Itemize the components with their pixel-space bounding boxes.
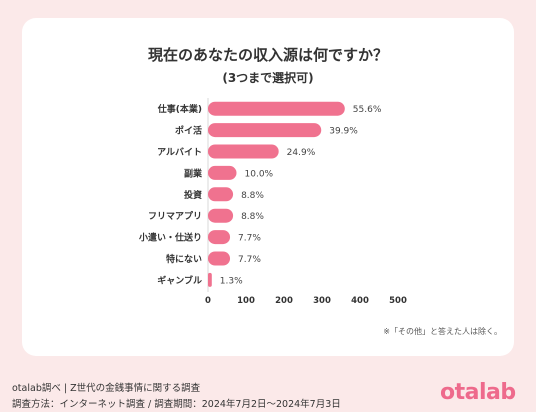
x-tick-label: 300 xyxy=(313,296,331,306)
data-label: 7.7% xyxy=(238,255,261,265)
chart-note: ※「その他」と答えた人は除く。 xyxy=(383,326,502,336)
otalab-logo: otalab xyxy=(440,380,516,405)
footer-method: 調査方法：インターネット調査 / 調査期間：2024年7月2日〜2024年7月3… xyxy=(12,399,341,410)
data-label: 10.0% xyxy=(245,169,274,179)
x-tick-label: 100 xyxy=(237,296,255,306)
chart-subtitle: (3つまで選択可) xyxy=(222,70,313,85)
category-label: 特にない xyxy=(166,253,202,265)
bar xyxy=(208,165,237,180)
data-label: 1.3% xyxy=(220,276,243,286)
bar xyxy=(208,251,231,266)
chart-card: 現在のあなたの収入源は何ですか？ (3つまで選択可) 仕事(本業) 55.6% ポイ… xyxy=(22,18,514,356)
bar xyxy=(208,101,345,116)
x-tick-label: 200 xyxy=(275,296,293,306)
bar xyxy=(208,230,231,245)
data-label: 7.7% xyxy=(238,234,261,244)
bar xyxy=(208,272,212,287)
bar xyxy=(208,187,234,202)
footer-source: otalab調べ | Z世代の金銭事情に関する調査 xyxy=(12,383,201,394)
category-label: ポイ活 xyxy=(175,125,202,137)
data-label: 55.6% xyxy=(353,105,382,115)
category-label: 投資 xyxy=(184,189,202,201)
data-label: 39.9% xyxy=(329,127,358,137)
bar xyxy=(208,144,279,159)
x-tick-label: 500 xyxy=(389,296,407,306)
data-label: 8.8% xyxy=(241,212,264,222)
data-label: 8.8% xyxy=(241,191,264,201)
category-label: アルバイト xyxy=(157,147,202,158)
category-label: 副業 xyxy=(184,167,203,179)
category-label: 仕事(本業) xyxy=(157,103,202,115)
data-label: 24.9% xyxy=(287,148,316,158)
x-tick-label: 0 xyxy=(205,296,211,306)
category-label: フリマアプリ xyxy=(148,210,202,222)
chart-title: 現在のあなたの収入源は何ですか？ xyxy=(148,46,388,64)
category-label: ギャンブル xyxy=(157,274,202,286)
bar xyxy=(208,208,234,223)
bar-chart: 現在のあなたの収入源は何ですか？ (3つまで選択可) 仕事(本業) 55.6% ポイ… xyxy=(138,46,502,336)
x-tick-label: 400 xyxy=(351,296,369,306)
category-label: 小遣い・仕送り xyxy=(138,232,202,244)
bar xyxy=(208,123,322,138)
